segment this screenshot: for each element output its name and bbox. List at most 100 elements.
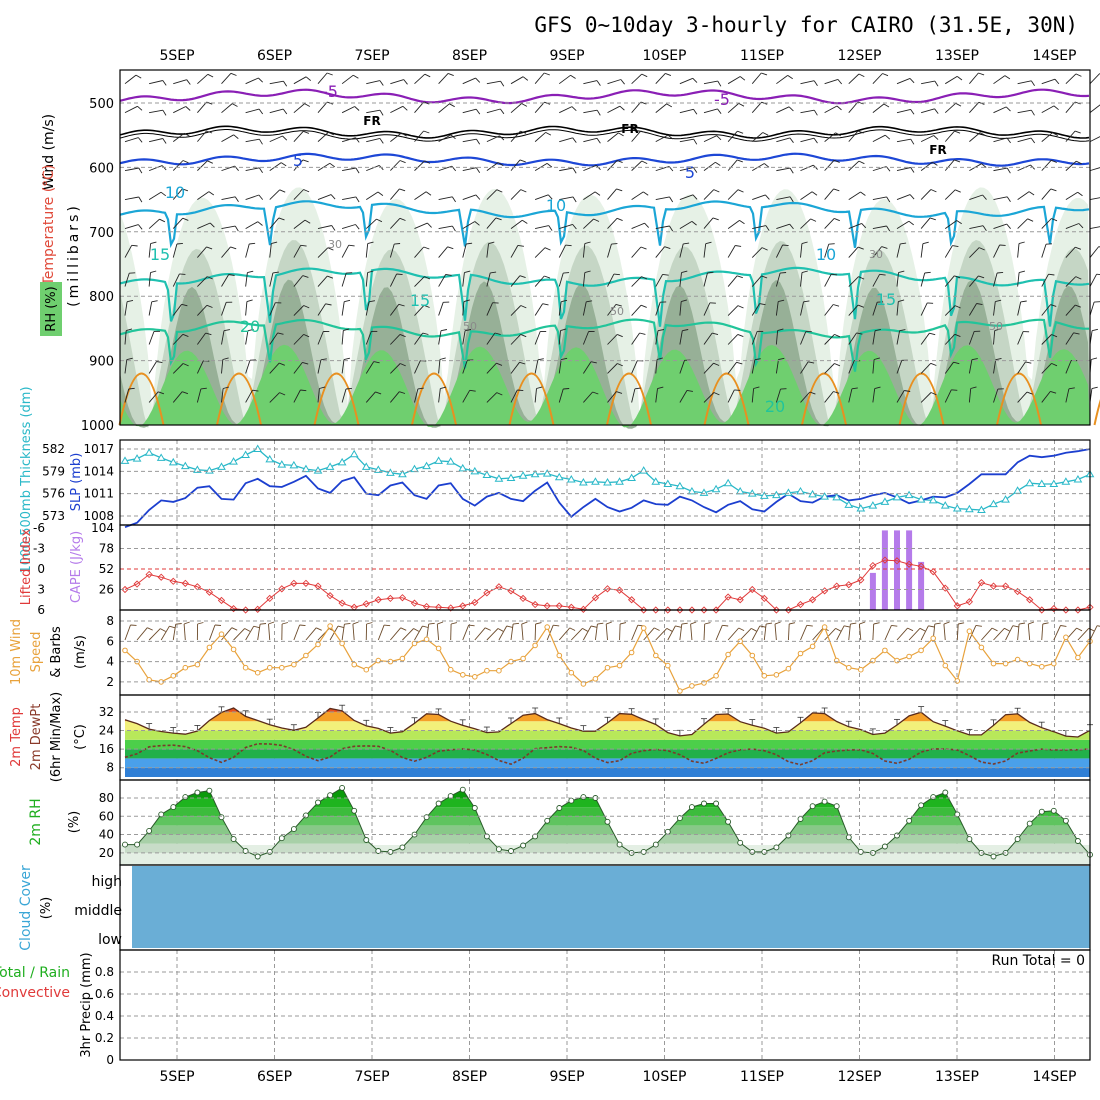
upper-wind-barb-flag	[137, 105, 143, 111]
upper-wind-barb-flag	[954, 130, 961, 134]
upper-wind-barb	[920, 243, 924, 258]
upper-wind-barb-flag	[520, 333, 527, 338]
wind10m-speed-point	[532, 642, 538, 649]
wind10m-barb-flag	[738, 627, 745, 632]
upper-wind-barb-flag	[303, 130, 310, 134]
upper-wind-barb-flag	[789, 167, 794, 174]
wind10m-barb	[498, 625, 508, 641]
lifted-index-point	[1013, 587, 1022, 596]
rh2m-unit: (%)	[67, 811, 82, 834]
upper-wind-barb-flag	[536, 386, 543, 389]
ylabel-convective: Convective	[0, 985, 70, 1001]
thickness-point	[579, 478, 588, 486]
upper-wind-barb	[607, 391, 617, 403]
upper-wind-barb	[872, 388, 876, 403]
upper-wind-barb	[824, 159, 835, 171]
upper-wind-barb-flag	[209, 222, 215, 228]
upper-wind-barb	[148, 191, 162, 200]
temp-band	[125, 749, 1090, 759]
upper-wind-barb	[341, 244, 350, 258]
upper-wind-barb	[896, 301, 899, 316]
thickness-point	[844, 500, 854, 508]
upper-wind-barb-flag	[641, 73, 648, 78]
upper-wind-barb	[969, 247, 980, 258]
upper-wind-barb	[631, 360, 638, 374]
lifted-index-point	[724, 593, 732, 601]
upper-wind-barb-flag	[834, 333, 841, 338]
upper-wind-barb	[124, 196, 139, 201]
upper-wind-barb	[872, 196, 887, 201]
upper-wind-barb-flag	[666, 103, 673, 108]
upper-wind-barb	[944, 389, 952, 403]
wind10m-barb	[486, 628, 499, 641]
upper-wind-barb-flag	[1048, 273, 1055, 276]
thickness-point	[265, 454, 275, 463]
wind-tick-label: 2	[106, 675, 114, 689]
upper-wind-barb	[317, 303, 326, 316]
upper-wind-barb	[196, 388, 202, 403]
rh2m-point	[833, 803, 840, 810]
wind10m-barb	[920, 625, 929, 641]
lifted-index-point	[447, 604, 455, 612]
upper-wind-barb-flag	[162, 138, 167, 144]
upper-wind-barb-flag	[234, 225, 239, 232]
upper-wind-barb	[945, 76, 958, 85]
upper-wind-barb	[848, 101, 859, 113]
upper-wind-barb	[414, 360, 421, 374]
upper-wind-barb-flag	[522, 219, 528, 224]
upper-wind-barb-flag	[836, 105, 842, 111]
upper-wind-barb	[486, 108, 501, 114]
upper-wind-barb-flag	[995, 357, 1002, 361]
upper-wind-barb-flag	[466, 242, 473, 245]
upper-wind-barb-flag	[222, 357, 229, 360]
upper-wind-barb	[582, 361, 592, 374]
ylabel-10m-wind: 10m Wind	[9, 619, 24, 685]
upper-wind-barb-flag	[616, 391, 623, 394]
lifted-index-point	[483, 589, 491, 597]
upper-wind-barb	[341, 301, 345, 316]
thickness-point	[759, 491, 769, 499]
upper-wind-barb	[269, 80, 284, 85]
thickness-point	[156, 453, 166, 461]
upper-wind-barb	[1065, 130, 1076, 142]
wind10m-barb-flag	[1097, 625, 1100, 627]
ylabel-slp: SLP (mb)	[69, 453, 84, 512]
upper-wind-barb	[800, 361, 809, 374]
upper-wind-barb	[752, 225, 766, 230]
upper-wind-barb-flag	[474, 221, 480, 226]
upper-wind-barb-flag	[952, 245, 959, 248]
upper-wind-barb-flag	[616, 188, 623, 192]
upper-wind-barb	[1089, 73, 1100, 84]
wind10m-barb-flag	[183, 621, 190, 625]
upper-wind-barb	[534, 72, 545, 84]
upper-wind-barb	[173, 79, 187, 85]
upper-wind-barb	[149, 80, 163, 85]
ylabel-lifted-index: Lifted Index	[19, 528, 34, 605]
upper-wind-barb	[944, 159, 955, 171]
rh2m-point	[616, 841, 623, 848]
upper-wind-barb	[293, 275, 304, 287]
lifted-index-point	[338, 599, 346, 607]
wind10m-barb	[390, 627, 402, 641]
wind10m-speed-point	[990, 660, 997, 667]
upper-wind-barb	[293, 305, 305, 316]
pressure-tick-label: 900	[89, 355, 114, 370]
lifted-index-point	[362, 600, 370, 608]
upper-wind-barb	[751, 101, 762, 113]
thickness-point	[180, 461, 190, 470]
upper-wind-barb	[438, 103, 450, 114]
thickness-point	[349, 449, 359, 458]
upper-wind-barb	[944, 361, 954, 374]
wind10m-speed-point	[303, 652, 309, 659]
upper-wind-barb-flag	[379, 109, 384, 116]
upper-wind-barb-flag	[542, 303, 549, 306]
upper-wind-barb-flag	[544, 247, 551, 251]
upper-wind-barb-flag	[898, 299, 905, 303]
cape-bar	[906, 530, 913, 610]
wind10m-barb-flag	[766, 622, 773, 625]
wind10m-barb	[858, 624, 862, 641]
thickness-point	[940, 501, 950, 509]
upper-wind-barb-flag	[327, 247, 334, 251]
upper-wind-barb	[414, 191, 427, 200]
